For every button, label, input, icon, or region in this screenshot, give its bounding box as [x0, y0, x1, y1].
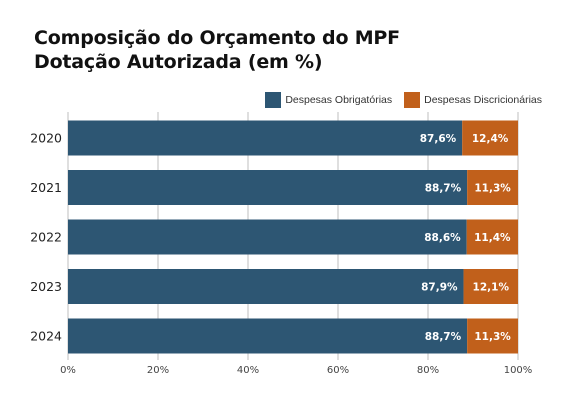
bar-segment [463, 269, 518, 304]
legend-label-obrigatorias: Despesas Obrigatórias [285, 94, 393, 106]
data-label: 11,3% [474, 183, 511, 195]
bar-segment [68, 170, 468, 205]
data-label: 88,7% [425, 331, 462, 343]
legend-label-discricionarias: Despesas Discricionárias [424, 94, 542, 106]
chart-title: Composição do Orçamento do MPF Dotação A… [34, 26, 400, 74]
data-label: 88,7% [425, 183, 462, 195]
bar-segment [462, 120, 518, 156]
bar-segment [466, 219, 518, 255]
x-tick-label: 80% [417, 365, 439, 376]
category-label: 2023 [30, 279, 62, 294]
category-label: 2022 [30, 230, 62, 245]
data-label: 87,9% [421, 282, 458, 294]
data-label: 87,6% [420, 133, 457, 145]
data-label: 12,1% [473, 282, 510, 294]
bar-segment [68, 120, 463, 156]
bar-segment [68, 219, 467, 255]
legend-item-discricionarias: Despesas Discricionárias [404, 92, 542, 108]
bar-segment [467, 170, 518, 205]
x-tick-label: 60% [327, 365, 349, 376]
x-tick-label: 20% [147, 365, 169, 376]
data-label: 11,4% [474, 232, 511, 244]
data-label: 11,3% [474, 331, 511, 343]
x-tick-label: 40% [237, 365, 259, 376]
legend-item-obrigatorias: Despesas Obrigatórias [265, 92, 392, 108]
data-label: 88,6% [424, 232, 461, 244]
x-tick-label: 100% [504, 365, 533, 376]
chart-title-line1: Composição do Orçamento do MPF [34, 27, 400, 49]
chart-title-line2: Dotação Autorizada (em %) [34, 51, 323, 73]
data-label: 12,4% [472, 133, 509, 145]
bar-segment [68, 318, 468, 354]
category-label: 2024 [30, 329, 62, 344]
bar-segment [68, 269, 464, 304]
category-label: 2020 [30, 131, 62, 146]
category-label: 2021 [30, 180, 62, 195]
legend-swatch-discricionarias [404, 92, 421, 108]
legend: Despesas Obrigatórias Despesas Discricio… [253, 92, 542, 108]
x-tick-label: 0% [60, 365, 76, 376]
legend-swatch-obrigatorias [265, 92, 282, 108]
bar-segment [467, 318, 518, 354]
